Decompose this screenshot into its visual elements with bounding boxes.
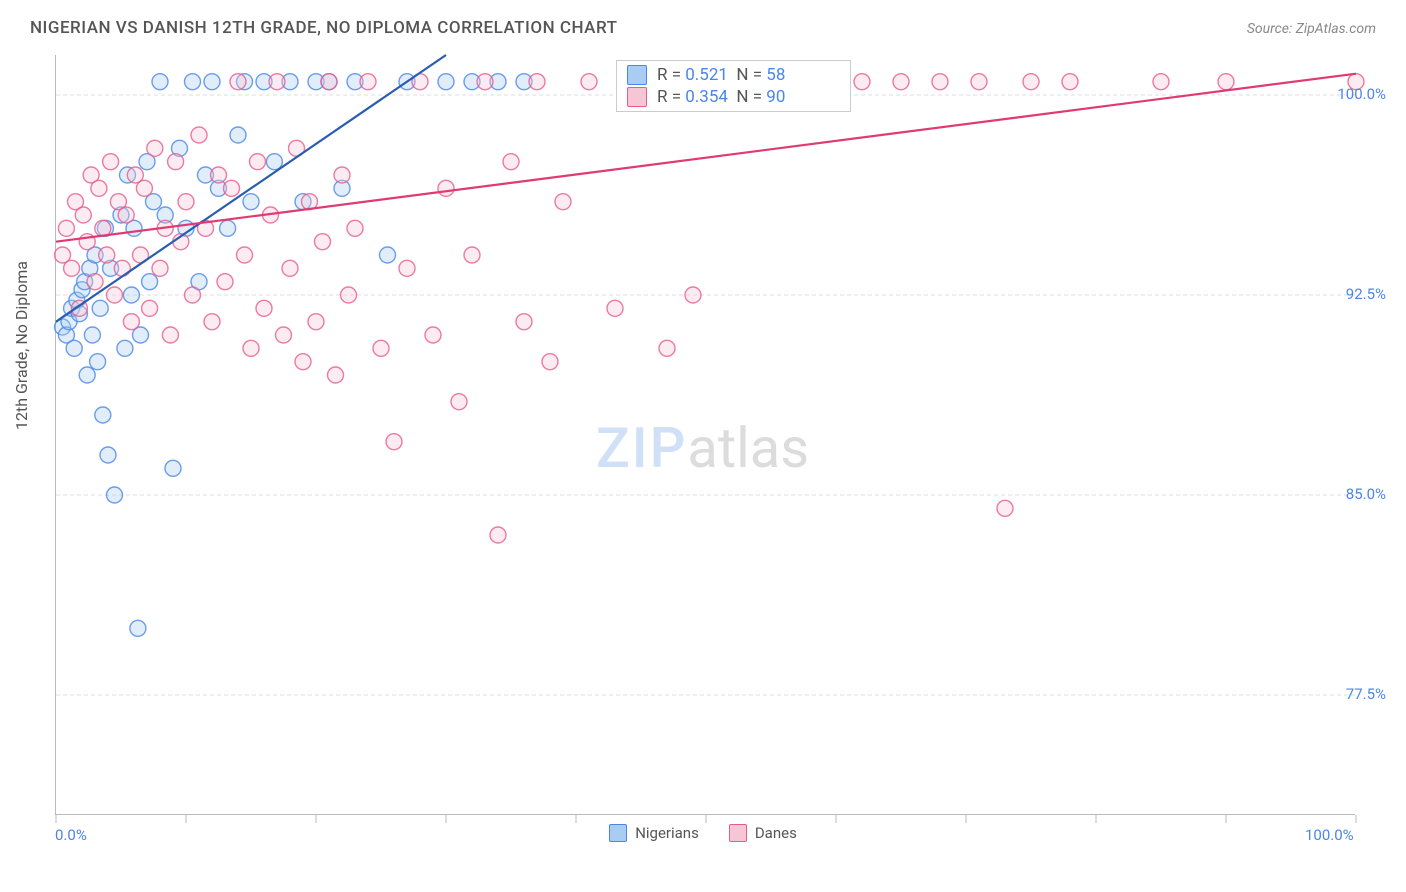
stats-text: R = 0.521 N = 58 [657,65,785,85]
stats-swatch [627,65,647,85]
source-label: Source: ZipAtlas.com [1247,21,1376,37]
ytick-label: 77.5% [1346,685,1386,703]
stats-text: R = 0.354 N = 90 [657,87,785,107]
legend-bottom: Nigerians Danes [0,824,1406,842]
legend-item: Nigerians [609,824,699,842]
legend-item: Danes [729,824,797,842]
legend-label: Danes [755,824,797,842]
plot-area: ZIPatlas R = 0.521 N = 58R = 0.354 N = 9… [55,55,1355,815]
stats-box: R = 0.521 N = 58R = 0.354 N = 90 [616,60,851,112]
ytick-label: 85.0% [1346,485,1386,503]
ytick-label: 100.0% [1337,85,1386,103]
stats-row: R = 0.521 N = 58 [627,65,840,85]
chart-container: NIGERIAN VS DANISH 12TH GRADE, NO DIPLOM… [0,0,1406,892]
legend-swatch [729,824,747,842]
plot-svg [56,55,1355,814]
stats-row: R = 0.354 N = 90 [627,87,840,107]
legend-swatch [609,824,627,842]
ytick-label: 92.5% [1346,285,1386,303]
legend-label: Nigerians [635,824,699,842]
chart-title: NIGERIAN VS DANISH 12TH GRADE, NO DIPLOM… [30,18,617,38]
y-axis-label: 12th Grade, No Diploma [12,261,31,430]
stats-swatch [627,87,647,107]
title-row: NIGERIAN VS DANISH 12TH GRADE, NO DIPLOM… [30,18,1376,38]
